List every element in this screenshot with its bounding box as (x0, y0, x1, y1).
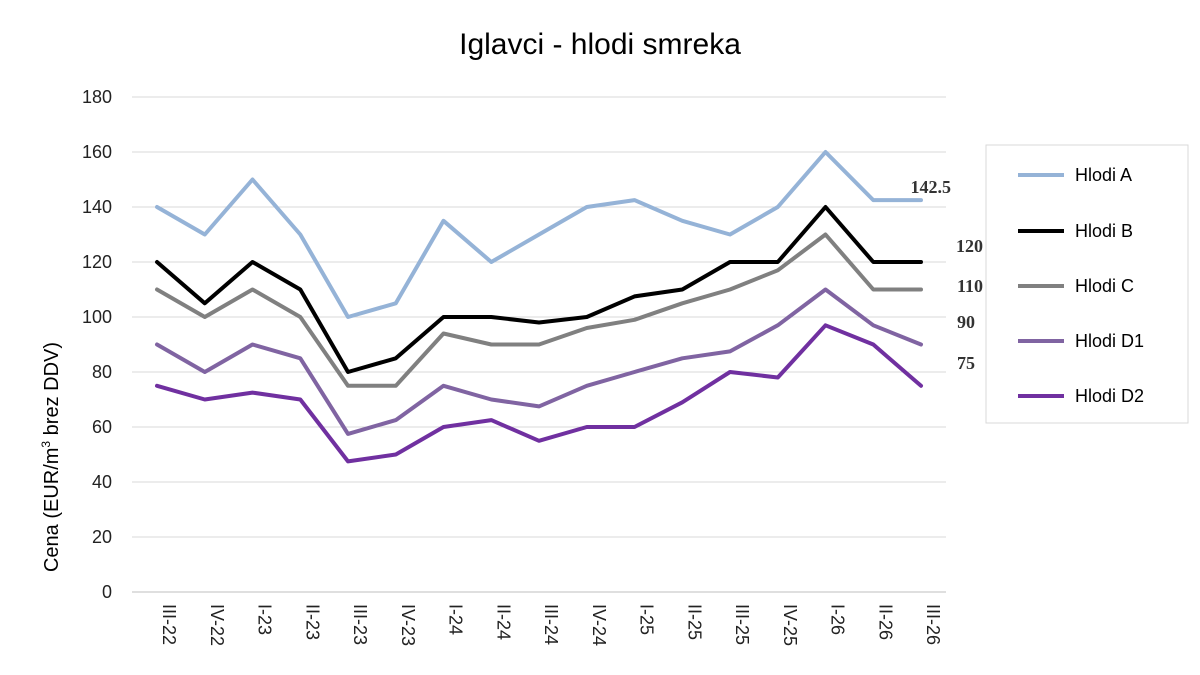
legend-entry-label: Hlodi D1 (1075, 331, 1144, 351)
x-tick-label: I-24 (446, 604, 466, 635)
end-value-label: 90 (957, 312, 975, 332)
x-tick-label: IV-22 (207, 604, 227, 646)
end-value-labels: 142.5 120 110 90 75 (911, 177, 984, 373)
chart-title: Iglavci - hlodi smreka (459, 28, 741, 61)
end-value-label: 110 (957, 276, 983, 296)
x-tick-label: IV-24 (589, 604, 609, 646)
x-tick-label: III-22 (159, 604, 179, 645)
legend-entry-label: Hlodi A (1075, 165, 1132, 185)
end-value-label: 120 (956, 236, 983, 256)
x-tick-label: II-24 (493, 604, 513, 640)
end-value-label: 142.5 (911, 177, 952, 197)
series-line-hlodi-d1 (155, 287, 923, 436)
series-line-hlodi-c (155, 232, 923, 388)
y-tick-label: 40 (92, 472, 112, 492)
y-axis-title-prefix: Cena (EUR/m (41, 448, 63, 572)
x-tick-label: I-26 (828, 604, 848, 635)
legend-entry-label: Hlodi D2 (1075, 386, 1144, 406)
y-axis-title-suffix: brez DDV) (41, 342, 63, 441)
series-lines (155, 150, 923, 464)
y-tick-label: 100 (82, 307, 112, 327)
x-tick-label: II-25 (684, 604, 704, 640)
x-tick-label: III-26 (923, 604, 943, 645)
legend-entry-label: Hlodi C (1075, 276, 1134, 296)
x-tick-label: III-23 (350, 604, 370, 645)
y-tick-label: 160 (82, 142, 112, 162)
y-tick-label: 60 (92, 417, 112, 437)
series-line-hlodi-d2 (155, 323, 923, 464)
grid (132, 96, 946, 593)
x-tick-label: I-23 (255, 604, 275, 635)
legend: Hlodi A Hlodi B Hlodi C Hlodi D1 Hlodi D2 (985, 144, 1189, 424)
y-axis-title-sup: 3 (39, 441, 53, 448)
series-line-hlodi-b (155, 205, 923, 374)
x-tick-label: I-25 (637, 604, 657, 635)
x-tick-label: II-23 (302, 604, 322, 640)
x-tick-label: IV-23 (398, 604, 418, 646)
y-axis-ticks: 0 20 40 60 80 100 120 140 160 180 (82, 87, 112, 602)
x-tick-label: III-24 (541, 604, 561, 645)
series-line-hlodi-a (155, 150, 923, 319)
y-tick-label: 20 (92, 527, 112, 547)
y-tick-label: 80 (92, 362, 112, 382)
x-axis-ticks: III-22 IV-22 I-23 II-23 III-23 IV-23 I-24 II-24… (159, 604, 943, 646)
legend-entry-label: Hlodi B (1075, 221, 1133, 241)
y-axis-title: Cena (EUR/m3 brez DDV) (39, 342, 63, 572)
x-tick-label: IV-25 (780, 604, 800, 646)
y-tick-label: 140 (82, 197, 112, 217)
y-tick-label: 120 (82, 252, 112, 272)
x-tick-label: III-25 (732, 604, 752, 645)
end-value-label: 75 (957, 353, 975, 373)
y-tick-label: 0 (102, 582, 112, 602)
x-tick-label: II-26 (875, 604, 895, 640)
y-tick-label: 180 (82, 87, 112, 107)
